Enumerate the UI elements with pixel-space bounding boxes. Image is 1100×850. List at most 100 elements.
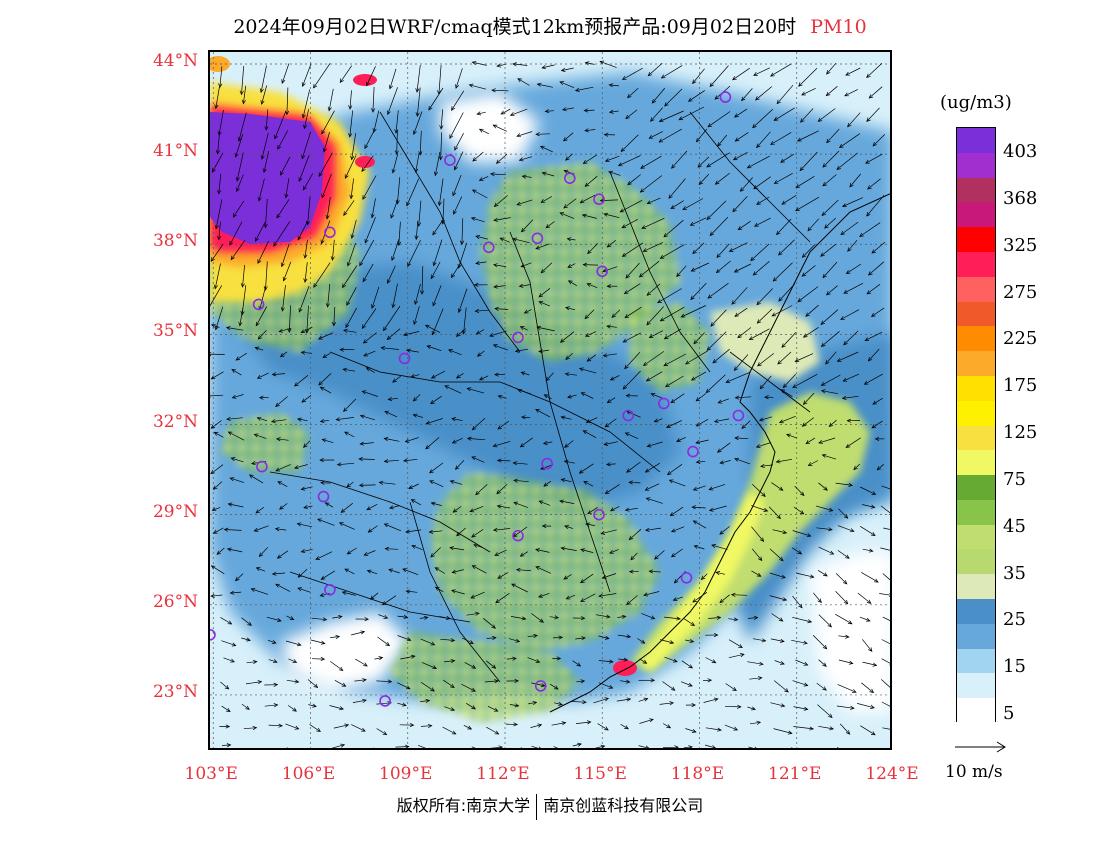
wind-arrowhead [649, 718, 654, 723]
wind-arrowhead [451, 569, 457, 574]
wind-arrowhead [511, 583, 516, 588]
wind-arrow [756, 196, 770, 205]
wind-arrow [690, 282, 707, 300]
wind-arrow [837, 550, 850, 559]
wind-arrowhead [853, 465, 858, 471]
wind-arrowhead [378, 656, 384, 661]
wind-arrowhead [538, 301, 544, 305]
wind-arrow [472, 189, 488, 199]
wind-arrowhead [737, 333, 742, 339]
wind-arrowhead [297, 417, 302, 422]
wind-arrow [770, 638, 785, 642]
wind-arrow [691, 371, 707, 381]
wind-arrowhead [843, 340, 848, 346]
wind-arrow [845, 437, 861, 448]
wind-arrow [497, 505, 511, 509]
wind-arrowhead [391, 256, 396, 262]
wind-arrow [741, 88, 753, 101]
wind-arrow [624, 306, 642, 318]
station-marker [534, 680, 547, 692]
wind-arrowhead [338, 666, 344, 671]
wind-arrow [303, 440, 311, 448]
wind-arrowhead [246, 637, 251, 642]
wind-arrow [443, 660, 455, 663]
wind-arrowhead [748, 336, 754, 340]
wind-arrow [540, 262, 553, 274]
wind-arrow [496, 153, 508, 164]
wind-arrow [662, 681, 676, 691]
wind-arrowhead [563, 169, 569, 174]
wind-arrowhead [217, 189, 222, 195]
wind-arrowhead [825, 291, 831, 296]
wind-arrowhead [245, 705, 250, 710]
wind-arrow [361, 155, 374, 172]
wind-arrow [835, 573, 848, 585]
wind-arrow [598, 635, 609, 639]
wind-arrowhead [604, 423, 610, 428]
wind-arrow [751, 570, 761, 577]
wind-arrow [366, 66, 376, 86]
wind-arrowhead [625, 274, 630, 279]
wind-arrowhead [807, 462, 813, 466]
wind-arrowhead [540, 683, 546, 688]
wind-arrowhead [259, 88, 264, 94]
wind-arrowhead [620, 147, 626, 153]
wind-arrow [328, 88, 334, 111]
wind-arrow [771, 305, 793, 317]
wind-arrowhead [338, 614, 343, 619]
wind-arrow [649, 570, 661, 573]
wind-arrow [803, 327, 819, 338]
wind-arrowhead [871, 491, 877, 495]
wind-arrowhead [583, 108, 589, 113]
wind-arrowhead [565, 355, 570, 361]
wind-arrowhead [210, 375, 216, 380]
wind-arrow [826, 86, 838, 96]
wind-arrow [397, 635, 411, 641]
wind-arrowhead [364, 238, 369, 244]
wind-arrowhead [252, 659, 258, 664]
wind-arrow [562, 107, 574, 111]
wind-arrow [683, 618, 695, 626]
wind-arrowhead [514, 678, 520, 684]
wind-arrowhead [513, 722, 519, 727]
wind-arrow [456, 527, 467, 536]
wind-arrowhead [606, 462, 611, 467]
wind-arrow [645, 462, 660, 473]
wind-arrowhead [303, 278, 308, 284]
wind-arrow [706, 200, 727, 220]
wind-arrow [440, 109, 444, 129]
wind-arrow [435, 586, 444, 593]
wind-arrowhead [535, 566, 541, 571]
wind-arrowhead [817, 117, 823, 122]
wind-arrowhead [732, 207, 737, 213]
wind-arrow [235, 573, 244, 581]
wind-arrow [303, 173, 314, 190]
wind-arrowhead [691, 505, 697, 510]
wind-arrowhead [230, 255, 235, 261]
wind-arrowhead [383, 614, 389, 619]
wind-arrow [695, 393, 707, 402]
wind-arrow [749, 677, 762, 680]
coastline [549, 193, 890, 713]
latitude-label: 35°N [152, 321, 198, 342]
wind-arrowhead [778, 617, 784, 622]
wind-arrowhead [344, 431, 349, 436]
legend-color-band [957, 648, 995, 674]
wind-arrow [734, 263, 752, 273]
wind-arrow [229, 221, 243, 246]
wind-arrowhead [230, 457, 236, 462]
wind-arrow [231, 457, 244, 463]
wind-arrow [598, 593, 617, 597]
latitude-label: 23°N [152, 681, 198, 702]
wind-arrow [571, 701, 587, 703]
wind-arrow [622, 370, 641, 390]
wind-arrow [601, 529, 617, 535]
wind-arrow [351, 631, 365, 636]
legend-color-band [957, 152, 995, 179]
wind-arrow [475, 484, 488, 495]
wind-arrow [838, 659, 853, 664]
wind-arrowhead [646, 320, 651, 326]
wind-arrowhead [559, 499, 564, 504]
wind-arrowhead [584, 182, 590, 187]
wind-arrowhead [280, 306, 285, 312]
